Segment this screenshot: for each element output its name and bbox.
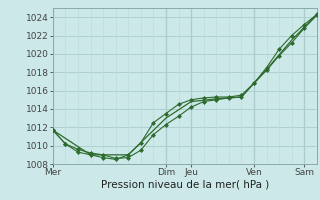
X-axis label: Pression niveau de la mer( hPa ): Pression niveau de la mer( hPa )	[101, 180, 269, 190]
